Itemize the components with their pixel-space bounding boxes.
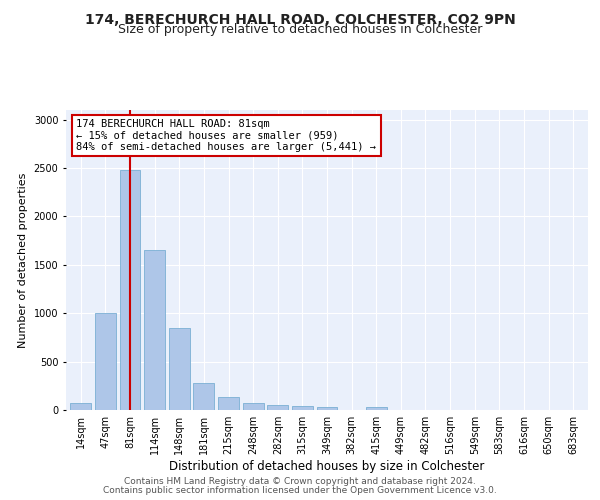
Bar	[169, 328, 190, 410]
Bar	[119, 170, 140, 410]
Bar	[242, 403, 263, 410]
Text: Size of property relative to detached houses in Colchester: Size of property relative to detached ho…	[118, 22, 482, 36]
Text: Contains public sector information licensed under the Open Government Licence v3: Contains public sector information licen…	[103, 486, 497, 495]
Bar	[366, 407, 387, 410]
Bar	[218, 398, 239, 410]
Bar	[292, 406, 313, 410]
Text: 174, BERECHURCH HALL ROAD, COLCHESTER, CO2 9PN: 174, BERECHURCH HALL ROAD, COLCHESTER, C…	[85, 12, 515, 26]
Bar	[95, 313, 116, 410]
Bar	[70, 402, 91, 410]
Text: Contains HM Land Registry data © Crown copyright and database right 2024.: Contains HM Land Registry data © Crown c…	[124, 477, 476, 486]
Bar	[267, 405, 288, 410]
X-axis label: Distribution of detached houses by size in Colchester: Distribution of detached houses by size …	[169, 460, 485, 473]
Y-axis label: Number of detached properties: Number of detached properties	[18, 172, 28, 348]
Bar	[193, 384, 214, 410]
Bar	[144, 250, 165, 410]
Bar	[317, 407, 337, 410]
Text: 174 BERECHURCH HALL ROAD: 81sqm
← 15% of detached houses are smaller (959)
84% o: 174 BERECHURCH HALL ROAD: 81sqm ← 15% of…	[76, 119, 376, 152]
